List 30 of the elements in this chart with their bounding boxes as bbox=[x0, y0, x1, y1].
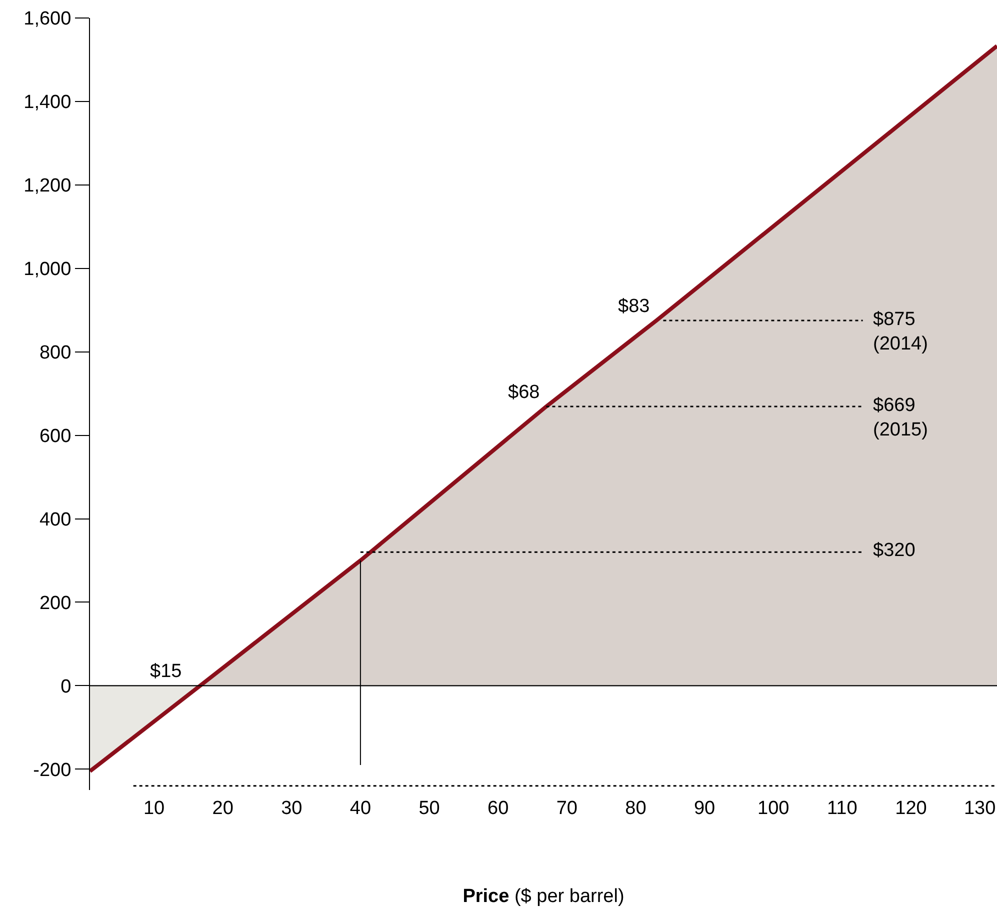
x-tick-label: 120 bbox=[895, 798, 927, 819]
y-tick-label: 400 bbox=[39, 509, 72, 530]
x-tick-label: 110 bbox=[827, 798, 858, 819]
annotation: $875 (2014) bbox=[873, 309, 928, 355]
x-tick-label: 90 bbox=[694, 798, 716, 819]
annotation: $68 bbox=[508, 382, 540, 403]
y-tick-label: 600 bbox=[39, 426, 72, 447]
annotation: $15 bbox=[150, 661, 182, 682]
x-tick-label: 20 bbox=[212, 798, 234, 819]
annotation: $669 (2015) bbox=[873, 395, 928, 441]
y-tick-label: 1,600 bbox=[24, 8, 72, 30]
x-tick-label: 30 bbox=[281, 798, 302, 819]
x-tick-label: 60 bbox=[488, 798, 509, 819]
annotation: $83 bbox=[618, 296, 650, 317]
y-tick-label: 1,000 bbox=[24, 259, 72, 280]
x-axis-title: Price ($ per barrel) bbox=[462, 886, 624, 907]
x-tick-label: 100 bbox=[758, 798, 790, 819]
y-tick-label: 1,200 bbox=[24, 176, 72, 197]
y-tick-label: 800 bbox=[39, 342, 72, 364]
annotation: $320 bbox=[873, 540, 916, 561]
x-tick-label: 130 bbox=[964, 798, 996, 819]
x-tick-label: 70 bbox=[556, 798, 578, 819]
y-tick-label: 1,400 bbox=[24, 92, 72, 114]
y-tick-label: 0 bbox=[60, 676, 72, 698]
y-tick-label: 200 bbox=[39, 592, 72, 614]
x-tick-label: 50 bbox=[418, 798, 440, 819]
x-tick-label: 40 bbox=[350, 798, 372, 819]
y-tick-label: -200 bbox=[33, 760, 72, 781]
x-tick-label: 10 bbox=[143, 798, 165, 819]
x-tick-label: 80 bbox=[625, 798, 646, 819]
